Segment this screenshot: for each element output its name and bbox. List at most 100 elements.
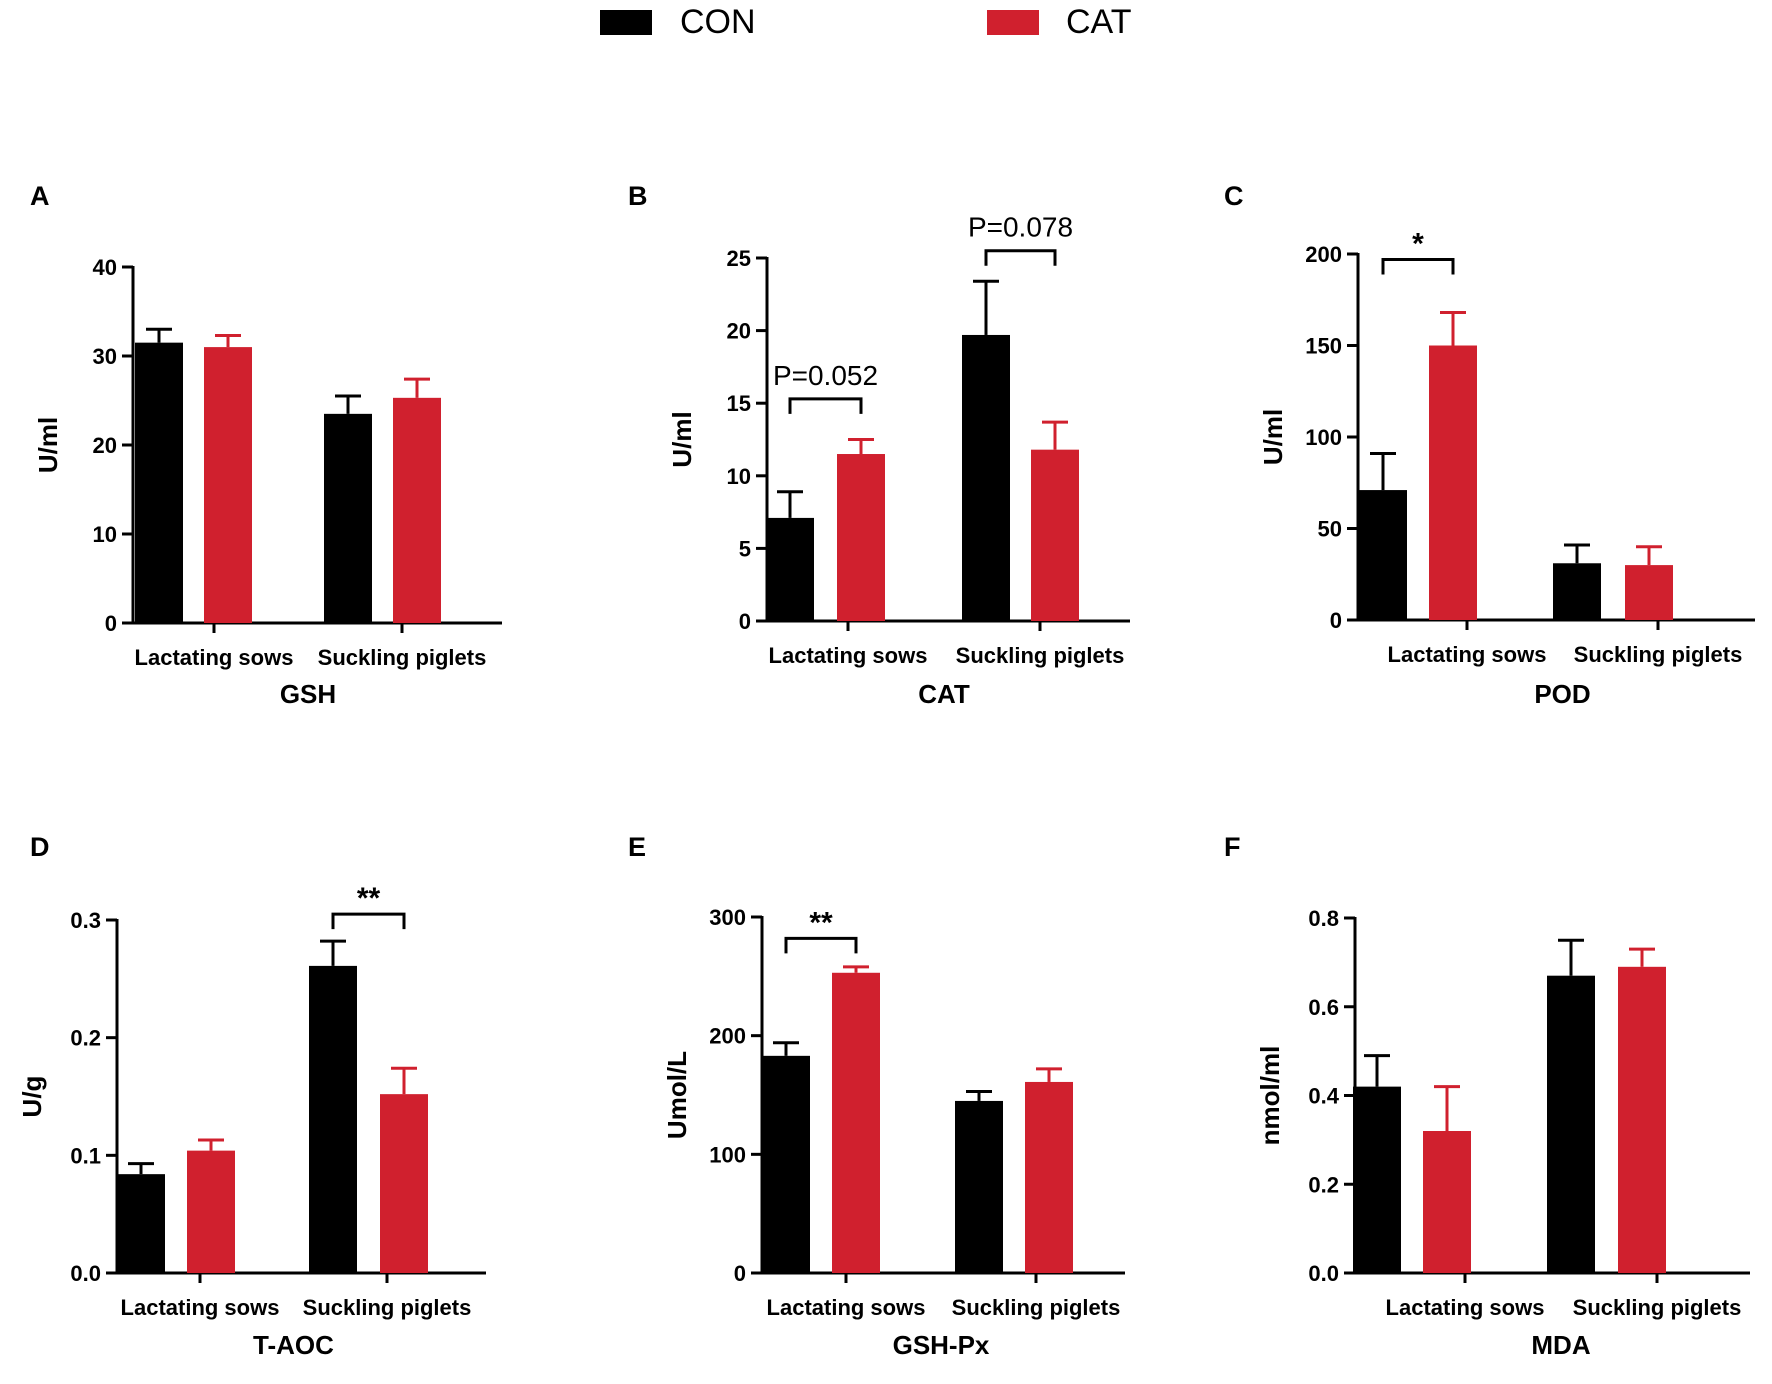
panel-d: D 0.0 0.1 0.2 0.3 U/g Lactating sows Suckling p… bbox=[17, 832, 486, 1360]
y-tick-label: 0.0 bbox=[70, 1261, 101, 1286]
y-tick-label: 20 bbox=[727, 319, 751, 344]
bar-cat-lactating-sows bbox=[837, 454, 885, 621]
bar-con-suckling-piglets bbox=[955, 1100, 1003, 1273]
bar-cat-suckling-piglets bbox=[393, 397, 441, 623]
bar-con-lactating-sows bbox=[117, 1174, 165, 1273]
y-tick-label: 0 bbox=[1330, 608, 1342, 633]
x-tick-label: Lactating sows bbox=[767, 1295, 926, 1320]
panel-letter: B bbox=[628, 181, 648, 211]
x-axis-title: POD bbox=[1534, 679, 1590, 709]
panel-letter: D bbox=[30, 832, 50, 862]
significance-label: * bbox=[1412, 227, 1424, 260]
y-tick-label: 100 bbox=[1305, 425, 1342, 450]
y-tick-label: 0.2 bbox=[1308, 1172, 1339, 1197]
panel-letter: C bbox=[1224, 181, 1244, 211]
y-axis-title: U/ml bbox=[667, 411, 697, 467]
x-tick-label: Suckling piglets bbox=[1574, 642, 1743, 667]
bar-con-lactating-sows bbox=[1359, 490, 1407, 620]
y-tick-label: 0.3 bbox=[70, 908, 101, 933]
panel-a: A 0 10 20 30 40 U/ml Lactating sows Suckling pig… bbox=[30, 181, 502, 709]
bar-cat-lactating-sows bbox=[1429, 345, 1477, 620]
legend-label-con: CON bbox=[680, 3, 756, 41]
legend-swatch-cat bbox=[987, 10, 1039, 35]
y-axis-title: Umol/L bbox=[662, 1051, 692, 1139]
significance-label: P=0.052 bbox=[773, 360, 878, 391]
panel-f: F 0.0 0.2 0.4 0.6 0.8 nmol/ml Lactating sows Suc… bbox=[1224, 832, 1750, 1360]
panel-c: C 0 50 100 150 200 U/ml Lactating sows Suckling … bbox=[1224, 181, 1755, 709]
panel-letter: A bbox=[30, 181, 50, 211]
y-tick-label: 5 bbox=[739, 536, 751, 561]
panel-e: E 0 100 200 300 Umol/L Lactating sows Suckling … bbox=[628, 832, 1125, 1360]
significance-label: ** bbox=[357, 882, 381, 915]
x-tick-label: Suckling piglets bbox=[1573, 1295, 1742, 1320]
y-tick-label: 50 bbox=[1318, 517, 1342, 542]
y-tick-label: 0.8 bbox=[1308, 906, 1339, 931]
bar-cat-lactating-sows bbox=[187, 1150, 235, 1273]
x-tick-label: Lactating sows bbox=[121, 1295, 280, 1320]
y-tick-label: 20 bbox=[93, 433, 117, 458]
significance-bracket bbox=[984, 249, 1057, 266]
y-tick-label: 0 bbox=[734, 1261, 746, 1286]
bar-con-lactating-sows bbox=[766, 517, 814, 621]
y-tick-label: 150 bbox=[1305, 334, 1342, 359]
bar-con-lactating-sows bbox=[762, 1055, 810, 1273]
x-axis-title: GSH-Px bbox=[893, 1330, 990, 1360]
y-tick-label: 0 bbox=[739, 609, 751, 634]
x-tick-label: Lactating sows bbox=[1386, 1295, 1545, 1320]
bar-con-suckling-piglets bbox=[1553, 563, 1601, 620]
y-tick-label: 0.2 bbox=[70, 1026, 101, 1051]
y-tick-label: 200 bbox=[1305, 242, 1342, 267]
significance-bracket bbox=[1381, 257, 1455, 275]
bar-con-suckling-piglets bbox=[309, 965, 357, 1273]
significance-bracket bbox=[331, 912, 406, 930]
bar-cat-suckling-piglets bbox=[380, 1094, 428, 1273]
bar-cat-lactating-sows bbox=[832, 972, 880, 1273]
y-tick-label: 30 bbox=[93, 344, 117, 369]
x-tick-label: Suckling piglets bbox=[318, 645, 487, 670]
x-tick-label: Lactating sows bbox=[1388, 642, 1547, 667]
y-tick-label: 200 bbox=[709, 1024, 746, 1049]
panel-letter: F bbox=[1224, 832, 1241, 862]
bar-cat-suckling-piglets bbox=[1618, 966, 1666, 1273]
y-axis-title: U/ml bbox=[33, 417, 63, 473]
x-tick-label: Suckling piglets bbox=[303, 1295, 472, 1320]
bar-con-suckling-piglets bbox=[1547, 975, 1595, 1273]
x-axis-title: GSH bbox=[280, 679, 336, 709]
x-tick-label: Lactating sows bbox=[769, 643, 928, 668]
bar-con-lactating-sows bbox=[1353, 1086, 1401, 1273]
bar-cat-suckling-piglets bbox=[1025, 1081, 1073, 1273]
significance-bracket bbox=[788, 397, 863, 414]
x-tick-label: Lactating sows bbox=[135, 645, 294, 670]
significance-bracket bbox=[784, 936, 858, 954]
y-axis-title: U/g bbox=[17, 1076, 47, 1118]
y-tick-label: 40 bbox=[93, 255, 117, 280]
bar-cat-suckling-piglets bbox=[1625, 565, 1673, 620]
panels: A 0 10 20 30 40 U/ml Lactating sows Suckling pig… bbox=[17, 181, 1755, 1360]
x-tick-label: Suckling piglets bbox=[956, 643, 1125, 668]
y-tick-label: 10 bbox=[93, 522, 117, 547]
y-tick-label: 0.1 bbox=[70, 1143, 101, 1168]
bar-cat-lactating-sows bbox=[1423, 1131, 1471, 1273]
legend: CON CAT bbox=[600, 3, 1131, 41]
x-axis-title: T-AOC bbox=[253, 1330, 334, 1360]
legend-swatch-con bbox=[600, 10, 652, 35]
bar-con-lactating-sows bbox=[135, 342, 183, 623]
y-tick-label: 0.6 bbox=[1308, 995, 1339, 1020]
y-tick-label: 0.0 bbox=[1308, 1261, 1339, 1286]
bar-cat-lactating-sows bbox=[204, 347, 252, 623]
bar-cat-suckling-piglets bbox=[1031, 449, 1079, 621]
bar-con-suckling-piglets bbox=[324, 413, 372, 623]
y-axis-title: U/ml bbox=[1258, 409, 1288, 465]
y-tick-label: 25 bbox=[727, 246, 751, 271]
y-axis-title: nmol/ml bbox=[1255, 1046, 1285, 1146]
y-tick-label: 300 bbox=[709, 905, 746, 930]
y-tick-label: 0 bbox=[105, 611, 117, 636]
significance-label: P=0.078 bbox=[968, 212, 1073, 243]
bar-con-suckling-piglets bbox=[962, 334, 1010, 621]
x-axis-title: CAT bbox=[918, 679, 970, 709]
x-tick-label: Suckling piglets bbox=[952, 1295, 1121, 1320]
y-tick-label: 100 bbox=[709, 1142, 746, 1167]
panel-b: B 0 5 10 15 20 25 U/ml Lactating sows Suckling pi… bbox=[628, 181, 1130, 709]
y-tick-label: 15 bbox=[727, 391, 751, 416]
